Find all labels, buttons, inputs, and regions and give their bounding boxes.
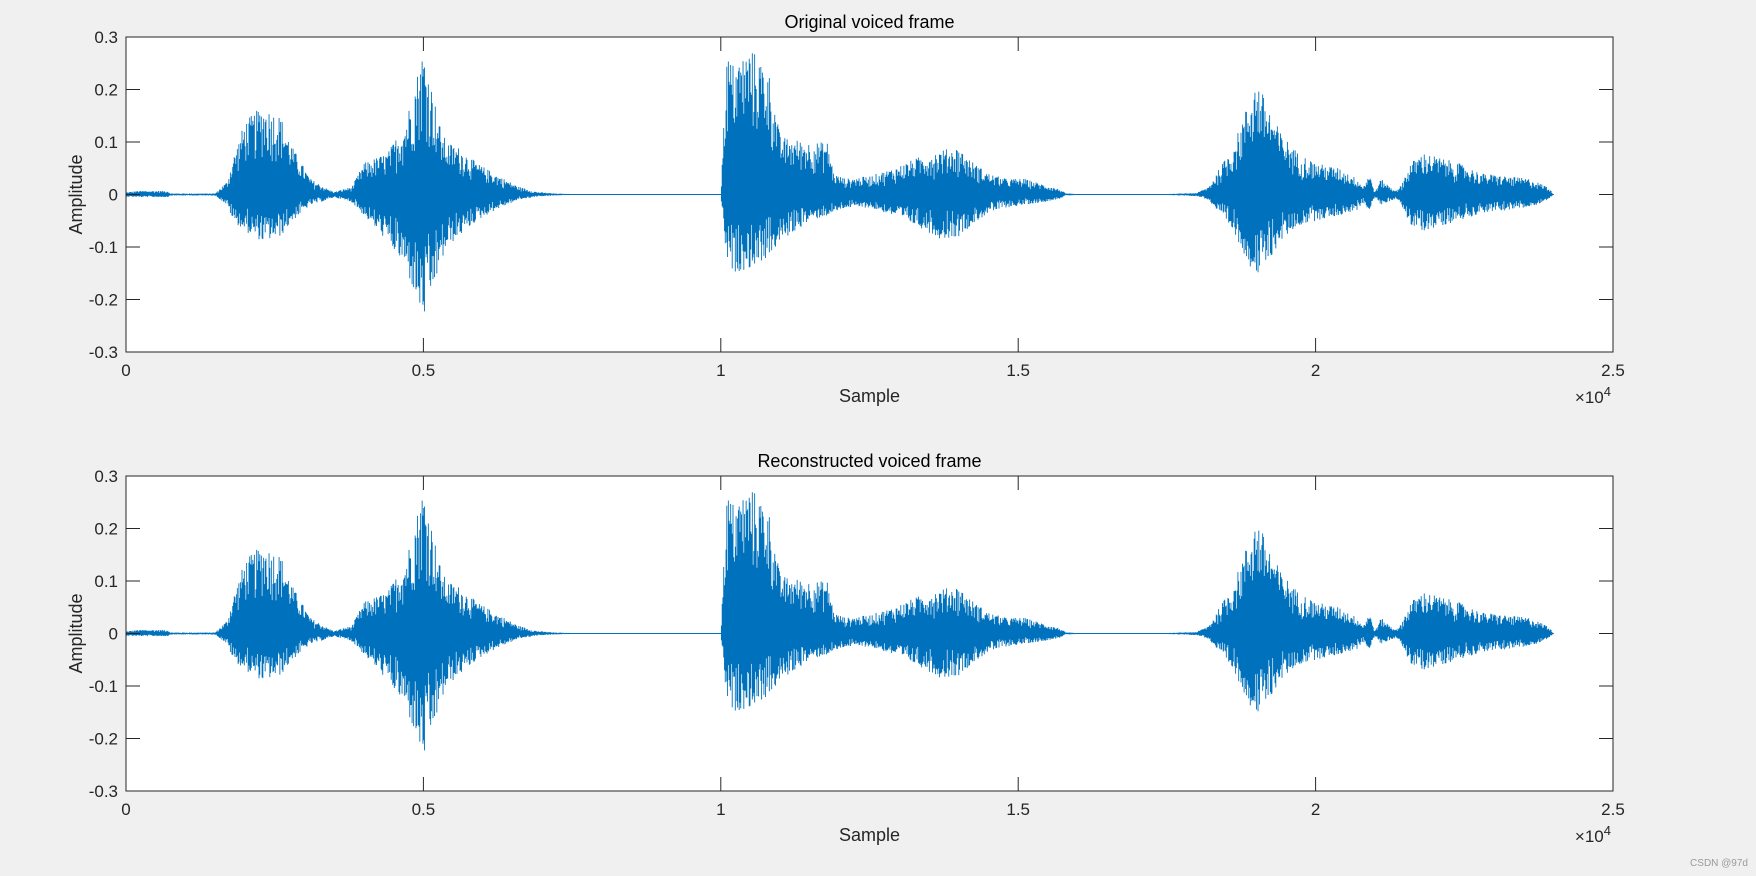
- y-tick-label: -0.1: [89, 238, 118, 257]
- y-tick-label: -0.2: [89, 291, 118, 310]
- y-tick-label: 0.2: [94, 520, 118, 539]
- chart-title: Original voiced frame: [784, 12, 954, 32]
- x-axis-label: Sample: [839, 386, 900, 406]
- chart-title: Reconstructed voiced frame: [757, 451, 981, 471]
- y-tick-label: -0.1: [89, 677, 118, 696]
- y-tick-label: 0: [109, 625, 118, 644]
- y-tick-label: 0.3: [94, 467, 118, 486]
- x-exponent-power: 4: [1604, 384, 1611, 399]
- x-tick-label: 1.5: [1006, 361, 1030, 380]
- x-tick-label: 2.5: [1601, 361, 1625, 380]
- y-tick-label: 0.1: [94, 572, 118, 591]
- x-exponent-base: ×10: [1575, 827, 1604, 846]
- y-tick-label: 0.3: [94, 28, 118, 47]
- x-tick-label: 1: [716, 361, 725, 380]
- y-axis-label: Amplitude: [66, 154, 86, 234]
- x-tick-label: 0: [121, 800, 130, 819]
- plots: 0 0.5 1 1.5 2 2.5 -0.3 -0.2 -0.1 0 0.1 0.2 0.3 Origin…: [66, 12, 1625, 846]
- x-tick-label: 2: [1311, 361, 1320, 380]
- x-tick-label: 0: [121, 361, 130, 380]
- x-tick-label: 1: [716, 800, 725, 819]
- y-tick-label: 0: [109, 186, 118, 205]
- x-tick-label: 0.5: [412, 361, 436, 380]
- x-tick-label: 1.5: [1006, 800, 1030, 819]
- x-exponent-power: 4: [1604, 823, 1611, 838]
- watermark: CSDN @97d: [1690, 858, 1748, 869]
- x-exponent-label: ×104: [1575, 384, 1611, 407]
- y-tick-label: 0.1: [94, 133, 118, 152]
- x-tick-label: 0.5: [412, 800, 436, 819]
- x-axis-label: Sample: [839, 825, 900, 845]
- x-exponent-base: ×10: [1575, 388, 1604, 407]
- y-axis-label: Amplitude: [66, 593, 86, 673]
- x-tick-label: 2: [1311, 800, 1320, 819]
- y-tick-label: -0.3: [89, 782, 118, 801]
- chart-1: 0 0.5 1 1.5 2 2.5 -0.3 -0.2 -0.1 0 0.1 0.2 0.3 Origin…: [66, 12, 1625, 407]
- x-exponent-label: ×104: [1575, 823, 1611, 846]
- y-tick-label: -0.2: [89, 730, 118, 749]
- y-tick-label: 0.2: [94, 81, 118, 100]
- chart-2: 0 0.5 1 1.5 2 2.5 -0.3 -0.2 -0.1 0 0.1 0.2 0.3 Recons…: [66, 451, 1625, 846]
- x-tick-label: 2.5: [1601, 800, 1625, 819]
- y-tick-label: -0.3: [89, 343, 118, 362]
